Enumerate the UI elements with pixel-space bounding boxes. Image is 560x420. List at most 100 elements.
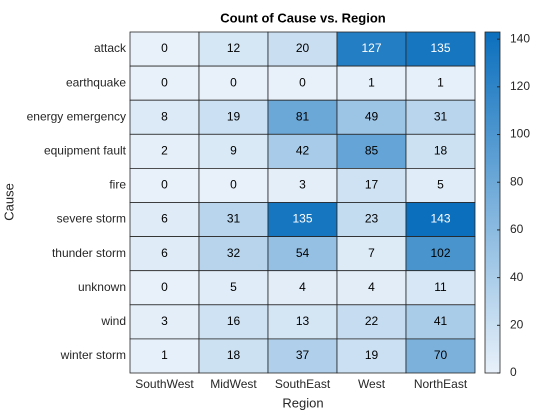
x-tick-label: SouthWest bbox=[135, 377, 194, 391]
heatmap-cell bbox=[198, 99, 269, 135]
cell-label: 18 bbox=[434, 144, 448, 158]
y-tick-label: earthquake bbox=[66, 75, 126, 89]
colorbar-tick-label: 20 bbox=[510, 317, 524, 331]
heatmap-cell bbox=[198, 167, 269, 203]
y-tick-label: severe storm bbox=[57, 212, 126, 226]
cell-label: 18 bbox=[227, 348, 241, 362]
y-tick-label: equipment fault bbox=[44, 144, 127, 158]
cell-label: 102 bbox=[430, 246, 450, 260]
cell-label: 16 bbox=[227, 314, 241, 328]
cell-label: 32 bbox=[227, 246, 241, 260]
cell-label: 22 bbox=[365, 314, 379, 328]
heatmap-cell bbox=[336, 133, 407, 169]
cell-label: 0 bbox=[299, 75, 306, 89]
cell-label: 41 bbox=[434, 314, 448, 328]
colorbar-tick-label: 0 bbox=[510, 365, 517, 379]
cell-label: 70 bbox=[434, 348, 448, 362]
cell-label: 1 bbox=[368, 75, 375, 89]
heatmap-cell bbox=[129, 236, 200, 272]
heatmap-cell bbox=[405, 270, 476, 306]
heatmap-cell bbox=[405, 167, 476, 203]
heatmap-cell bbox=[405, 65, 476, 101]
heatmap-cell bbox=[129, 31, 200, 67]
y-tick-label: energy emergency bbox=[27, 109, 126, 123]
heatmap-cell bbox=[267, 304, 338, 340]
cell-label: 4 bbox=[299, 280, 306, 294]
cell-label: 5 bbox=[230, 280, 237, 294]
heatmap-cell bbox=[129, 270, 200, 306]
colorbar-tick-label: 80 bbox=[510, 174, 524, 188]
cell-label: 12 bbox=[227, 41, 241, 55]
heatmap-cell bbox=[198, 338, 269, 374]
cell-label: 9 bbox=[230, 144, 237, 158]
heatmap-cell bbox=[267, 202, 338, 237]
heatmap-cell bbox=[267, 338, 338, 374]
y-tick-label: attack bbox=[94, 41, 127, 55]
colorbar-tick-label: 100 bbox=[510, 127, 530, 141]
heatmap-cell bbox=[129, 133, 200, 169]
cell-label: 31 bbox=[227, 212, 241, 226]
heatmap-cell bbox=[198, 133, 269, 169]
cell-label: 19 bbox=[227, 109, 241, 123]
heatmap-cell bbox=[267, 31, 338, 67]
cell-label: 4 bbox=[368, 280, 375, 294]
heatmap-cell bbox=[267, 133, 338, 169]
cell-label: 0 bbox=[161, 178, 168, 192]
cell-label: 37 bbox=[296, 348, 310, 362]
heatmap-cell bbox=[198, 31, 269, 67]
heatmap-cell bbox=[267, 65, 338, 101]
cell-label: 135 bbox=[292, 212, 312, 226]
cell-label: 0 bbox=[161, 280, 168, 294]
heatmap-cell bbox=[198, 202, 269, 237]
cell-label: 0 bbox=[161, 75, 168, 89]
cell-label: 135 bbox=[430, 41, 450, 55]
cell-label: 7 bbox=[368, 246, 375, 260]
cell-label: 49 bbox=[365, 109, 379, 123]
cell-label: 6 bbox=[161, 212, 168, 226]
chart-title: Count of Cause vs. Region bbox=[220, 10, 385, 25]
cell-label: 127 bbox=[361, 41, 381, 55]
x-tick-label: NorthEast bbox=[414, 377, 468, 391]
heatmap-cell bbox=[405, 133, 476, 169]
heatmap-cell bbox=[129, 65, 200, 101]
heatmap-cell bbox=[405, 304, 476, 340]
cell-label: 1 bbox=[437, 75, 444, 89]
cell-label: 2 bbox=[161, 144, 168, 158]
x-tick-label: SouthEast bbox=[275, 377, 331, 391]
x-tick-label: MidWest bbox=[210, 377, 257, 391]
cell-label: 42 bbox=[296, 144, 310, 158]
x-tick-label: West bbox=[358, 377, 386, 391]
cell-label: 31 bbox=[434, 109, 448, 123]
colorbar-tick-label: 40 bbox=[510, 270, 524, 284]
cell-label: 13 bbox=[296, 314, 310, 328]
cell-label: 0 bbox=[230, 75, 237, 89]
cell-label: 81 bbox=[296, 109, 310, 123]
cell-label: 20 bbox=[296, 41, 310, 55]
y-tick-label: winter storm bbox=[60, 348, 126, 362]
heatmap-cell bbox=[198, 270, 269, 306]
cell-label: 85 bbox=[365, 144, 379, 158]
y-tick-label: unknown bbox=[78, 280, 126, 294]
x-axis-label: Region bbox=[282, 395, 323, 410]
colorbar-tick-label: 120 bbox=[510, 79, 530, 93]
colorbar-tick-label: 140 bbox=[510, 31, 530, 45]
cell-label: 23 bbox=[365, 212, 379, 226]
heatmap-cell bbox=[267, 167, 338, 203]
heatmap-cell bbox=[336, 99, 407, 135]
y-tick-label: thunder storm bbox=[52, 246, 126, 260]
cell-label: 3 bbox=[161, 314, 168, 328]
cell-label: 1 bbox=[161, 348, 168, 362]
y-tick-label: fire bbox=[109, 178, 126, 192]
cell-label: 3 bbox=[299, 178, 306, 192]
y-axis-label: Cause bbox=[1, 183, 16, 221]
heatmap-cell bbox=[405, 338, 476, 374]
heatmap-cell bbox=[336, 338, 407, 374]
heatmap-cell bbox=[198, 304, 269, 340]
heatmap-cell bbox=[129, 167, 200, 203]
cell-label: 8 bbox=[161, 109, 168, 123]
cell-label: 54 bbox=[296, 246, 310, 260]
cell-label: 17 bbox=[365, 178, 379, 192]
colorbar-tick-label: 60 bbox=[510, 222, 524, 236]
cell-label: 6 bbox=[161, 246, 168, 260]
